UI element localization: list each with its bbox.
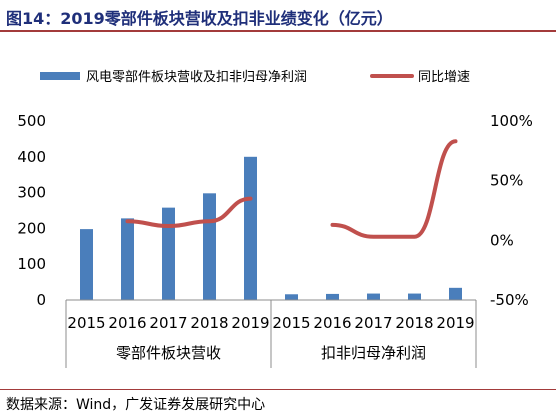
- y-right-tick-label: 50%: [490, 172, 523, 190]
- y-left-tick-label: 0: [36, 291, 46, 309]
- source-note: 数据来源：Wind，广发证券发展研究中心: [6, 397, 266, 413]
- x-tick-label: 2016: [313, 314, 351, 332]
- title-divider: [0, 30, 556, 32]
- line-series: [125, 139, 458, 239]
- bar: [367, 293, 380, 300]
- legend-line-label: 同比增速: [418, 70, 470, 85]
- y-right-tick-label: 100%: [490, 112, 533, 130]
- x-tick-label: 2017: [149, 314, 187, 332]
- legend-bar-label: 风电零部件板块营收及扣非归母净利润: [86, 70, 307, 85]
- x-tick-label: 2016: [108, 314, 146, 332]
- bar: [449, 287, 462, 300]
- growth-line: [125, 196, 253, 229]
- y-left-tick-label: 100: [17, 255, 46, 273]
- bar: [408, 293, 421, 300]
- x-tick-label: 2019: [231, 314, 269, 332]
- x-tick-label: 2015: [272, 314, 310, 332]
- legend-bar-swatch: [40, 72, 80, 80]
- x-group-label: 扣非归母净利润: [321, 344, 426, 362]
- x-tick-label: 2017: [354, 314, 392, 332]
- footer-divider: [0, 389, 556, 390]
- bar: [285, 294, 298, 300]
- bar: [244, 156, 257, 300]
- y-left-tick-label: 300: [17, 184, 46, 202]
- y-axis-right: -50% 0% 50% 100%: [490, 112, 533, 309]
- y-right-tick-label: -50%: [490, 291, 529, 309]
- x-group-label: 零部件板块营收: [116, 344, 221, 362]
- y-right-tick-label: 0%: [490, 231, 514, 249]
- x-axis: 2015 2016 2017 2018 2019 2015 2016 2017 2018 2019…: [65, 299, 477, 368]
- y-left-tick-label: 500: [17, 112, 46, 130]
- bar: [326, 293, 339, 300]
- y-left-tick-label: 200: [17, 219, 46, 237]
- y-left-tick-label: 400: [17, 148, 46, 166]
- bar-series: [80, 156, 462, 300]
- chart-title: 图14：2019零部件板块营收及扣非业绩变化（亿元）: [6, 9, 393, 28]
- x-tick-label: 2015: [67, 314, 105, 332]
- x-tick-label: 2019: [436, 314, 474, 332]
- x-tick-label: 2018: [190, 314, 228, 332]
- chart-area: 风电零部件板块营收及扣非归母净利润 同比增速 0100200300400500 …: [17, 70, 533, 368]
- x-tick-label: 2018: [395, 314, 433, 332]
- bar: [121, 218, 134, 300]
- y-axis-left: 0 100 200 300 400 500: [17, 112, 46, 309]
- bar: [162, 207, 175, 300]
- legend: 风电零部件板块营收及扣非归母净利润 同比增速: [40, 70, 470, 85]
- growth-line: [330, 139, 458, 239]
- bar: [80, 229, 93, 300]
- bar: [203, 193, 216, 300]
